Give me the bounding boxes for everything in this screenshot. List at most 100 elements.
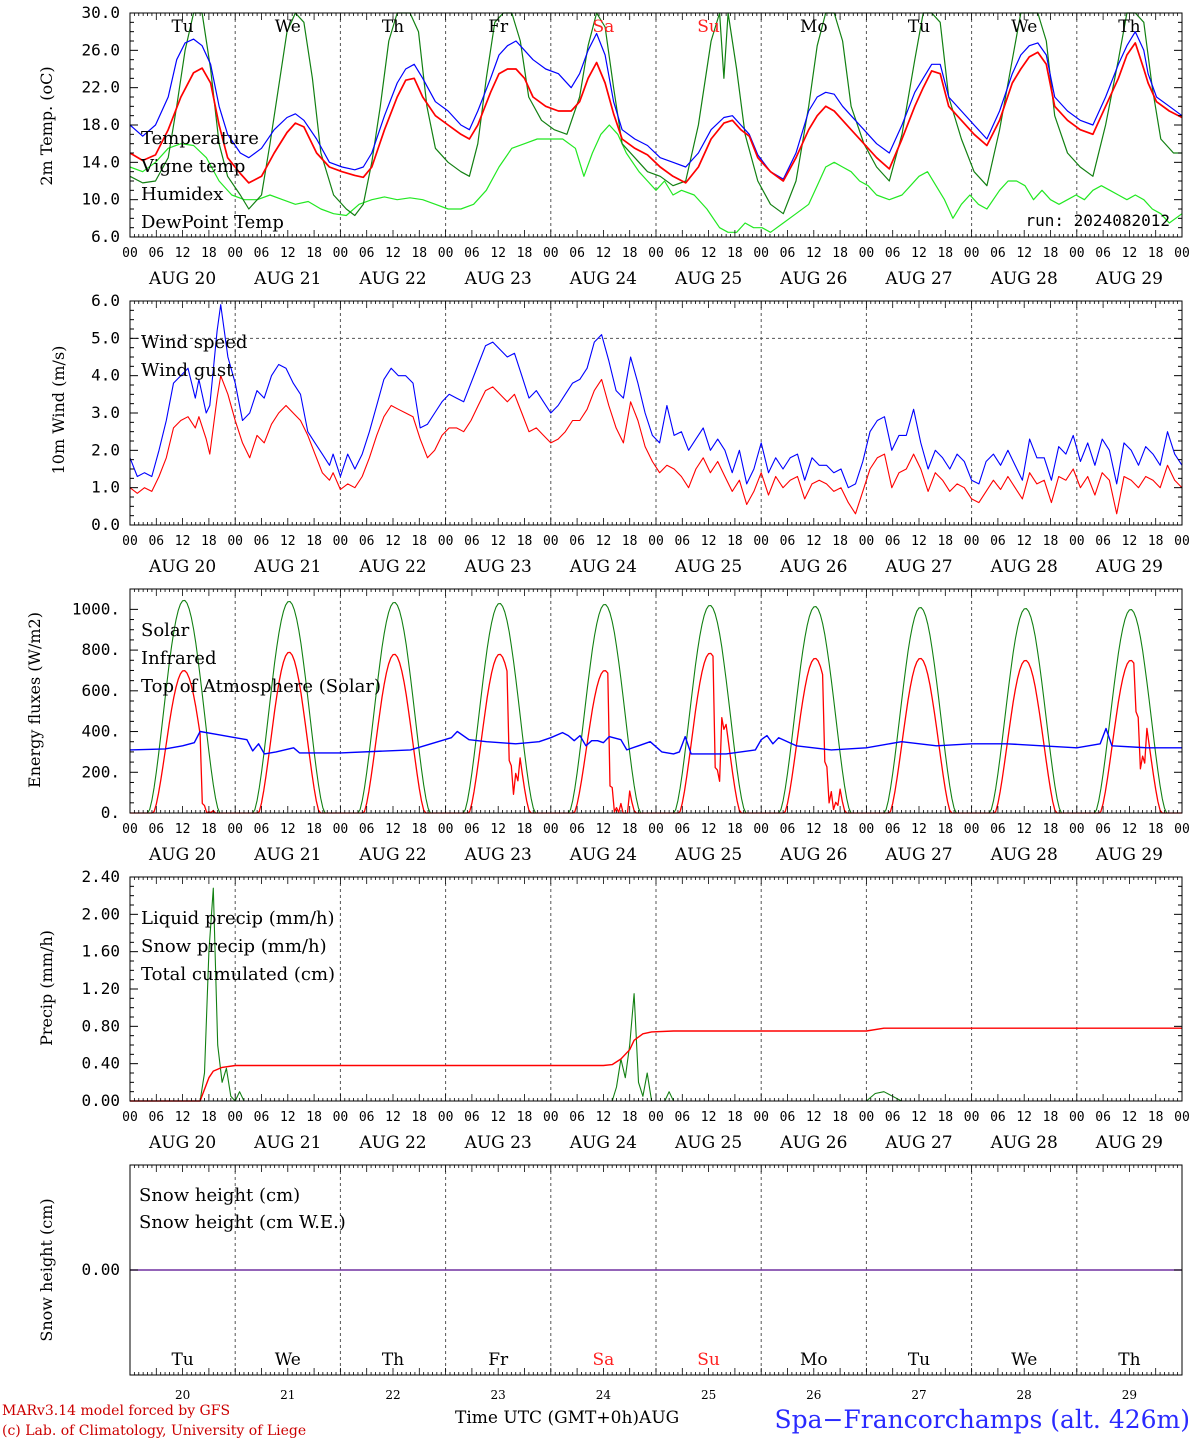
x-hour-label: 00 xyxy=(1174,1110,1190,1125)
x-hour-label: 06 xyxy=(359,534,375,549)
x-hour-label: 06 xyxy=(148,1110,164,1125)
x-hour-label: 18 xyxy=(306,246,322,261)
x-hour-label: 00 xyxy=(438,534,454,549)
day-number-label: 22 xyxy=(385,1388,400,1402)
x-date-label: AUG 23 xyxy=(464,269,532,289)
weekday-label-bottom: Sa xyxy=(593,1350,615,1370)
x-hour-label: 12 xyxy=(385,246,401,261)
y-tick-label: 14.0 xyxy=(81,152,120,171)
station-name: Spa−Francorchamps (alt. 426m) xyxy=(774,1405,1190,1434)
y-tick-label: 0. xyxy=(101,803,120,822)
legend-toa-solar: Top of Atmosphere (Solar) xyxy=(141,676,381,697)
x-hour-label: 06 xyxy=(464,534,480,549)
x-hour-label: 06 xyxy=(254,534,270,549)
x-date-label: AUG 22 xyxy=(358,845,426,865)
x-hour-label: 12 xyxy=(596,534,612,549)
x-hour-label: 00 xyxy=(1174,534,1190,549)
x-hour-label: 12 xyxy=(1016,246,1032,261)
weekday-label-top: Tu xyxy=(908,17,930,37)
ylabel-temperature: 2m Temp. (oC) xyxy=(37,66,56,185)
x-hour-label: 00 xyxy=(753,1110,769,1125)
weekday-label-top: Su xyxy=(697,17,720,37)
x-hour-label: 12 xyxy=(1122,1110,1138,1125)
weekday-label-top: Th xyxy=(1118,17,1140,37)
x-hour-label: 12 xyxy=(596,1110,612,1125)
x-hour-label: 00 xyxy=(753,534,769,549)
legend-wind-gust: Wind gust xyxy=(141,360,234,381)
day-number-label: 21 xyxy=(280,1388,295,1402)
x-hour-label: 00 xyxy=(543,822,559,837)
series-dewpoint xyxy=(129,124,1183,233)
x-hour-label: 12 xyxy=(911,1110,927,1125)
x-hour-label: 18 xyxy=(517,1110,533,1125)
y-tick-label: 5.0 xyxy=(91,328,120,347)
x-hour-label: 12 xyxy=(490,822,506,837)
x-hour-label: 06 xyxy=(359,822,375,837)
x-hour-label: 00 xyxy=(1069,1110,1085,1125)
x-date-label: AUG 20 xyxy=(148,269,216,289)
x-hour-label: 00 xyxy=(1069,246,1085,261)
weekday-label-top: Tu xyxy=(171,17,193,37)
series-total-cumulated xyxy=(130,1027,1182,1102)
x-hour-label: 12 xyxy=(701,1110,717,1125)
x-hour-label: 12 xyxy=(280,822,296,837)
x-date-label: AUG 20 xyxy=(148,1133,216,1153)
weekday-label-top: We xyxy=(1011,17,1037,37)
x-hour-label: 18 xyxy=(1043,1110,1059,1125)
x-date-label: AUG 29 xyxy=(1095,1133,1163,1153)
x-hour-label: 06 xyxy=(1095,822,1111,837)
x-hour-label: 06 xyxy=(885,534,901,549)
legend-snow-precip: Snow precip (mm/h) xyxy=(141,936,327,957)
x-hour-label: 18 xyxy=(411,534,427,549)
x-hour-label: 00 xyxy=(122,246,138,261)
y-tick-label: 6.0 xyxy=(91,227,120,246)
x-hour-label: 00 xyxy=(648,1110,664,1125)
x-hour-label: 06 xyxy=(674,246,690,261)
day-number-label: 23 xyxy=(491,1388,506,1402)
series-wind-speed xyxy=(129,375,1183,515)
x-hour-label: 12 xyxy=(806,534,822,549)
x-hour-label: 00 xyxy=(227,246,243,261)
x-date-label: AUG 26 xyxy=(779,845,847,865)
x-hour-label: 12 xyxy=(175,246,191,261)
x-date-label: AUG 20 xyxy=(148,557,216,577)
y-tick-label: 0.0 xyxy=(91,515,120,534)
x-hour-label: 12 xyxy=(385,822,401,837)
x-hour-label: 06 xyxy=(780,246,796,261)
x-hour-label: 06 xyxy=(569,822,585,837)
weekday-label-top: We xyxy=(275,17,301,37)
x-hour-label: 18 xyxy=(622,246,638,261)
series-infrared xyxy=(129,727,1182,755)
weekday-label-bottom: Mo xyxy=(800,1350,828,1370)
x-hour-label: 18 xyxy=(201,822,217,837)
x-hour-label: 18 xyxy=(1043,822,1059,837)
x-hour-label: 12 xyxy=(385,534,401,549)
legend-snow-height-we: Snow height (cm W.E.) xyxy=(139,1212,346,1233)
x-hour-label: 06 xyxy=(1095,1110,1111,1125)
weekday-label-bottom: We xyxy=(275,1350,301,1370)
y-tick-label: 400. xyxy=(81,722,120,741)
y-tick-label: 0.40 xyxy=(81,1054,120,1073)
legend-solar: Solar xyxy=(141,620,190,641)
x-hour-label: 18 xyxy=(306,1110,322,1125)
y-tick-label: 30.0 xyxy=(81,3,120,22)
weekday-label-bottom: We xyxy=(1011,1350,1037,1370)
x-hour-label: 06 xyxy=(148,822,164,837)
x-hour-label: 18 xyxy=(622,822,638,837)
series-temperature xyxy=(129,42,1183,184)
x-hour-label: 12 xyxy=(1016,1110,1032,1125)
legend-vigne-temp: Vigne temp xyxy=(140,156,245,177)
x-hour-label: 18 xyxy=(1148,822,1164,837)
x-date-label: AUG 27 xyxy=(884,1133,952,1153)
x-hour-label: 18 xyxy=(622,1110,638,1125)
x-hour-label: 18 xyxy=(832,822,848,837)
x-hour-label: 18 xyxy=(1043,534,1059,549)
x-hour-label: 06 xyxy=(885,822,901,837)
x-hour-label: 00 xyxy=(753,822,769,837)
weekday-label-bottom: Tu xyxy=(908,1350,930,1370)
x-hour-label: 06 xyxy=(1095,534,1111,549)
x-hour-label: 06 xyxy=(990,534,1006,549)
x-hour-label: 12 xyxy=(280,534,296,549)
x-hour-label: 00 xyxy=(1174,822,1190,837)
